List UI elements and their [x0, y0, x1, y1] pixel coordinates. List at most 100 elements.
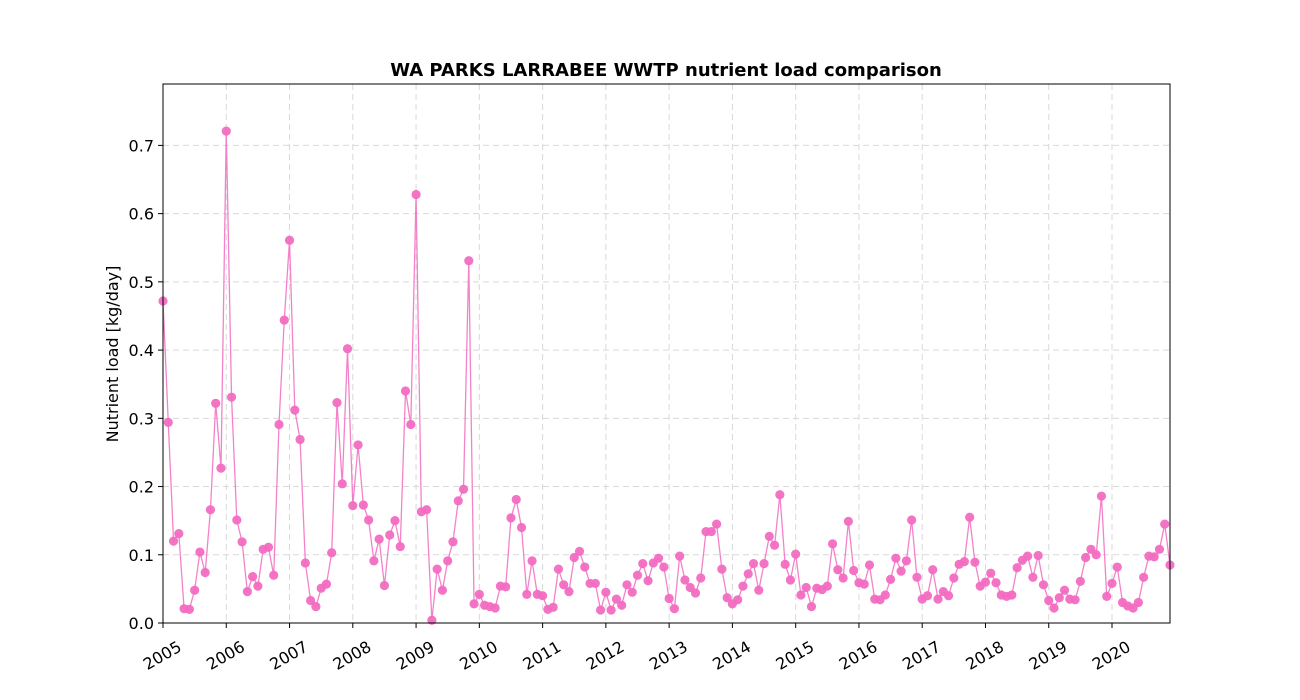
chart-title: WA PARKS LARRABEE WWTP nutrient load com…: [390, 60, 942, 81]
data-point: [675, 551, 685, 561]
data-point: [1070, 595, 1080, 605]
data-point: [300, 558, 310, 568]
data-point: [364, 515, 374, 525]
data-point: [406, 419, 416, 430]
data-point: [221, 126, 231, 136]
data-point: [205, 505, 216, 515]
data-point: [627, 587, 637, 597]
x-tick-label: 2007: [266, 637, 311, 674]
data-point: [516, 522, 527, 533]
data-point: [970, 557, 980, 567]
series-line: [162, 131, 1171, 621]
data-point: [928, 565, 938, 575]
data-point: [733, 595, 743, 605]
data-point: [332, 398, 342, 408]
x-tick-label: 2010: [456, 637, 501, 674]
data-point: [980, 577, 991, 587]
x-tick-label: 2017: [899, 637, 944, 674]
data-point: [1049, 603, 1059, 613]
x-tick-label: 2009: [393, 637, 438, 674]
data-point: [538, 591, 548, 601]
data-point: [279, 315, 289, 325]
data-point: [838, 573, 848, 583]
data-point: [659, 562, 669, 572]
data-point: [327, 548, 337, 558]
data-point: [959, 556, 969, 567]
data-point: [638, 559, 648, 569]
data-point: [738, 581, 748, 591]
data-point: [601, 587, 611, 597]
data-point: [348, 501, 358, 511]
y-tick-label: 0.4: [129, 341, 154, 360]
y-tick-label: 0.1: [129, 546, 154, 565]
data-point: [864, 560, 875, 570]
data-point: [216, 463, 226, 473]
data-point: [885, 574, 896, 584]
data-point: [1102, 591, 1112, 601]
data-point: [907, 515, 917, 525]
data-point: [390, 516, 400, 526]
data-point: [226, 392, 237, 402]
data-point: [696, 573, 706, 583]
series-layer: [158, 126, 1175, 625]
data-point: [796, 590, 806, 600]
data-point: [490, 603, 500, 613]
data-point: [274, 419, 284, 430]
data-point: [1149, 552, 1159, 562]
y-axis-label: Nutrient load [kg/day]: [103, 266, 122, 443]
data-point: [1154, 544, 1165, 554]
data-point: [775, 490, 785, 500]
data-point: [1112, 562, 1122, 572]
x-tick-label: 2020: [1089, 637, 1134, 674]
data-point: [669, 604, 680, 614]
x-tick-label: 2011: [519, 637, 564, 674]
data-point: [290, 405, 300, 415]
data-point: [232, 515, 242, 525]
x-tick-label: 2013: [646, 637, 691, 674]
data-point: [269, 570, 279, 580]
data-point: [195, 547, 205, 557]
data-point: [1107, 578, 1117, 589]
data-point: [1075, 576, 1085, 586]
data-point: [248, 572, 258, 582]
data-point: [617, 600, 627, 610]
data-point: [385, 530, 395, 540]
data-point: [1139, 572, 1149, 582]
y-tick-label: 0.6: [129, 205, 154, 224]
data-point: [311, 602, 321, 612]
data-point: [580, 562, 590, 572]
data-point: [448, 537, 458, 547]
data-point: [933, 594, 943, 604]
data-point: [1044, 595, 1054, 606]
data-point: [1096, 491, 1107, 501]
data-point: [943, 591, 954, 601]
grid-layer: [163, 84, 1170, 623]
data-point: [464, 256, 474, 266]
data-point: [400, 386, 411, 396]
data-point: [501, 582, 511, 592]
data-point: [653, 553, 664, 563]
data-point: [806, 602, 817, 612]
data-point: [1054, 593, 1064, 603]
data-point: [859, 579, 869, 589]
data-point: [469, 599, 479, 609]
data-point: [284, 235, 295, 245]
data-point: [453, 496, 463, 506]
x-tick-label: 2005: [140, 637, 185, 674]
data-point: [896, 566, 906, 576]
data-point: [337, 479, 347, 489]
data-point: [242, 587, 252, 597]
data-point: [564, 587, 574, 597]
data-point: [474, 589, 484, 599]
data-point: [253, 581, 263, 591]
data-point: [849, 565, 859, 576]
x-tick-label: 2016: [836, 637, 881, 674]
data-point: [353, 440, 363, 450]
data-point: [1028, 572, 1038, 582]
data-point: [785, 575, 796, 585]
data-point: [569, 552, 579, 563]
data-point: [901, 556, 911, 566]
data-point: [622, 580, 632, 590]
x-tick-label: 2006: [203, 637, 248, 674]
